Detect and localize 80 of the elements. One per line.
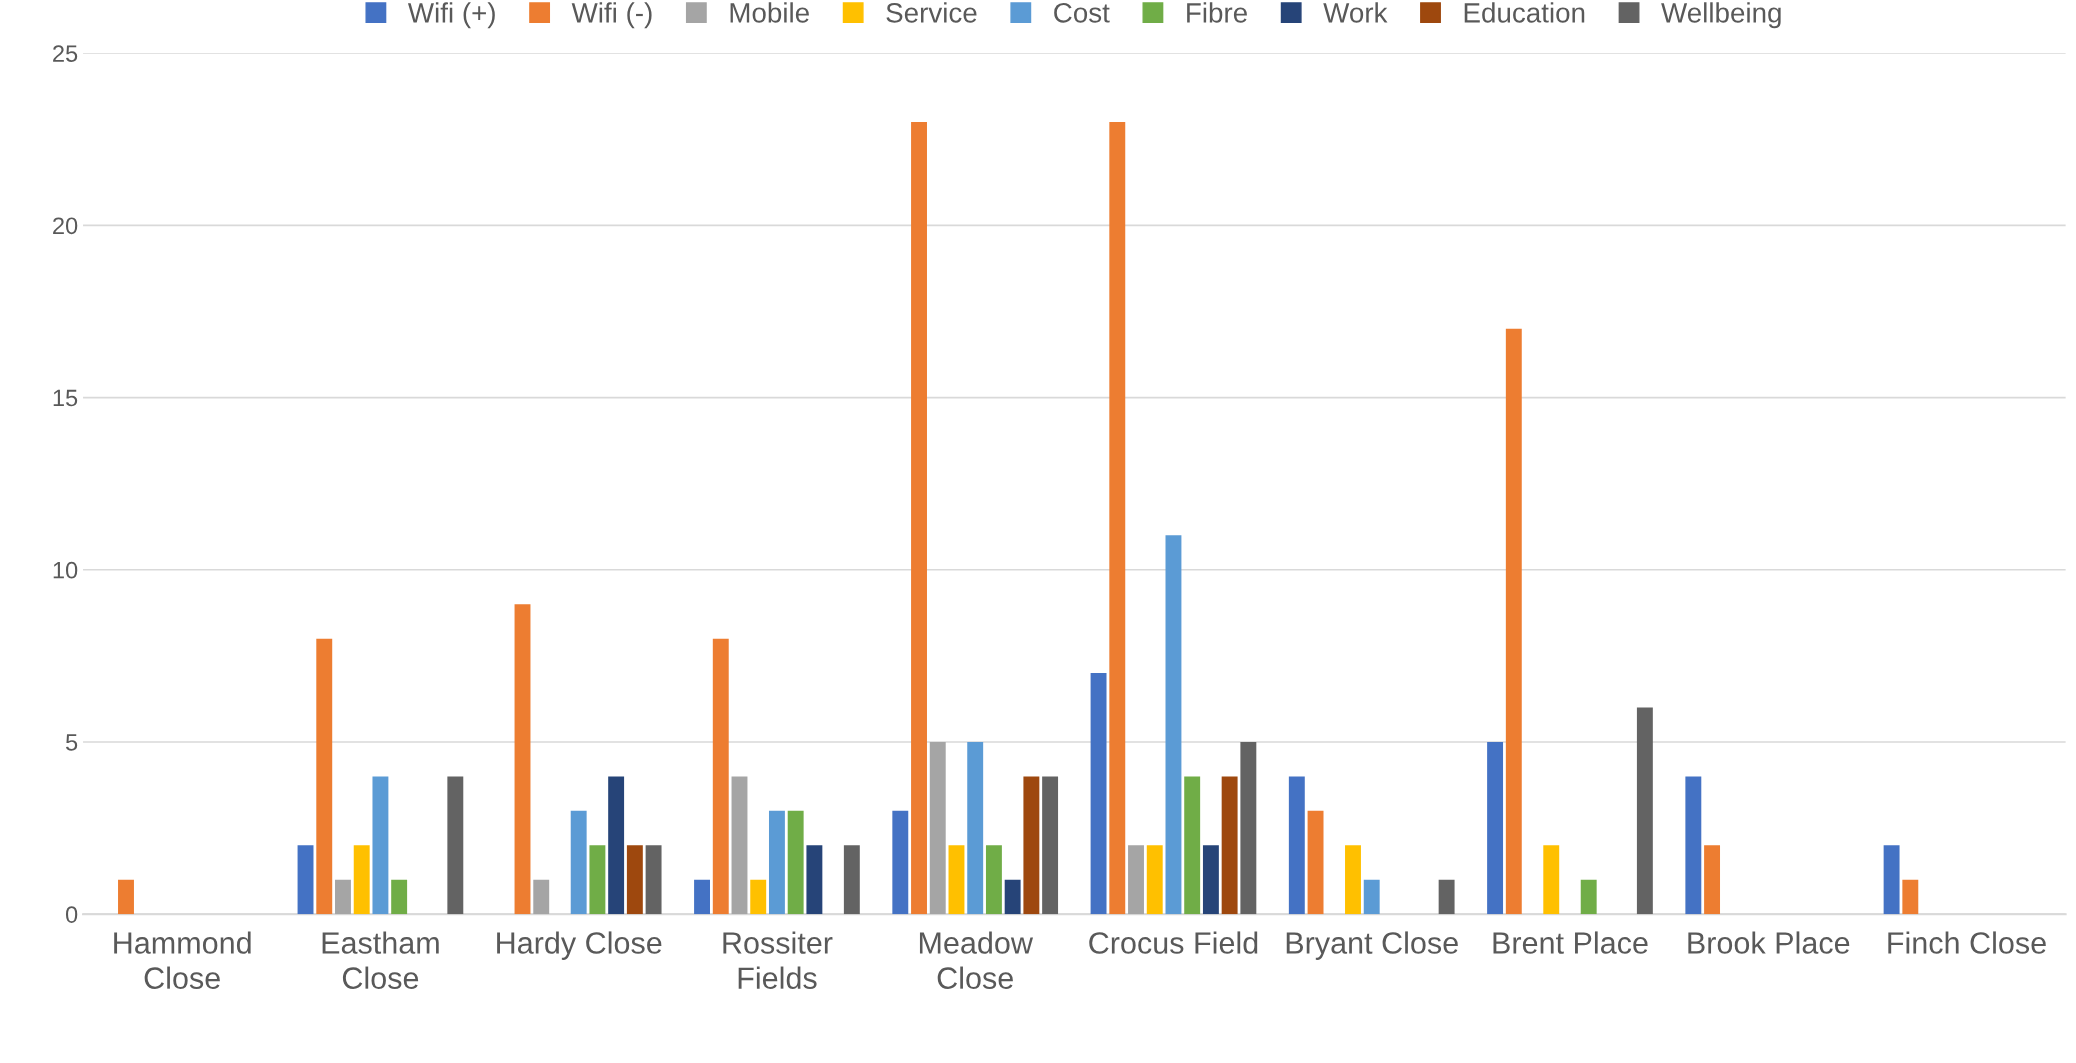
bar bbox=[1543, 845, 1560, 915]
bar bbox=[948, 845, 965, 915]
x-tick-label: Brent Place bbox=[1493, 931, 1648, 954]
legend-label: Mobile bbox=[730, 2, 809, 23]
bar bbox=[1023, 776, 1040, 915]
bar bbox=[335, 879, 351, 915]
bar bbox=[297, 845, 314, 915]
bar bbox=[645, 845, 662, 915]
bar bbox=[1307, 810, 1324, 915]
bar bbox=[118, 879, 134, 915]
bar bbox=[787, 810, 804, 915]
x-tick-label: Rossiter Fields bbox=[723, 931, 833, 989]
bar bbox=[1042, 776, 1059, 915]
bar bbox=[967, 741, 984, 915]
bar bbox=[1202, 845, 1219, 915]
bar bbox=[911, 122, 927, 915]
bar bbox=[589, 845, 606, 915]
bar bbox=[1128, 845, 1144, 915]
bar bbox=[985, 845, 1002, 915]
legend-label: Cost bbox=[1054, 2, 1110, 23]
bar bbox=[768, 810, 785, 915]
bar bbox=[391, 879, 408, 915]
bar bbox=[608, 776, 625, 915]
bar bbox=[806, 845, 823, 915]
bar bbox=[731, 776, 748, 915]
bar bbox=[1505, 328, 1522, 915]
legend-label: Wellbeing bbox=[1661, 2, 1781, 29]
legend-label: Service bbox=[886, 2, 977, 23]
bar bbox=[1902, 879, 1919, 915]
bar bbox=[1146, 845, 1163, 915]
x-tick-label: Finch Close bbox=[1888, 931, 2046, 954]
y-tick-label: 5 bbox=[65, 734, 78, 751]
y-tick-label: 10 bbox=[53, 561, 78, 579]
bar bbox=[1636, 707, 1653, 915]
bar bbox=[892, 810, 909, 915]
bar bbox=[1438, 879, 1455, 915]
bar bbox=[1109, 122, 1126, 915]
bar bbox=[1165, 535, 1182, 915]
bar bbox=[694, 879, 710, 915]
x-tick-label: Hammond Close bbox=[114, 931, 251, 989]
bar bbox=[316, 638, 333, 915]
legend-label: Education bbox=[1464, 2, 1585, 23]
bar bbox=[1090, 673, 1107, 915]
y-tick-label: 15 bbox=[53, 389, 78, 407]
x-tick-label: Bryant Close bbox=[1286, 931, 1458, 960]
bar bbox=[1580, 879, 1597, 915]
bar bbox=[447, 776, 464, 915]
bar bbox=[1685, 776, 1702, 915]
y-tick-label: 0 bbox=[65, 906, 78, 923]
legend-label: Wifi (+) bbox=[407, 2, 495, 29]
bar bbox=[1704, 845, 1721, 915]
bar bbox=[1184, 776, 1201, 915]
bar bbox=[1345, 845, 1361, 915]
bar bbox=[1221, 776, 1238, 915]
bar bbox=[1363, 879, 1380, 915]
bar bbox=[843, 845, 860, 915]
bar bbox=[1883, 845, 1900, 915]
bar bbox=[372, 776, 389, 915]
bar bbox=[533, 879, 550, 915]
bar bbox=[1004, 879, 1021, 915]
bar bbox=[1288, 776, 1305, 915]
bar bbox=[353, 845, 370, 915]
legend-label: Work bbox=[1323, 2, 1388, 23]
bar bbox=[570, 810, 587, 915]
bar bbox=[1240, 741, 1257, 915]
x-tick-label: Eastham Close bbox=[322, 931, 439, 989]
bar bbox=[1487, 741, 1504, 915]
bar bbox=[929, 741, 946, 915]
x-tick-label: Hardy Close bbox=[497, 931, 662, 960]
bar bbox=[514, 604, 531, 915]
legend-label: Wifi (-) bbox=[571, 2, 652, 29]
y-tick-label: 20 bbox=[53, 217, 78, 235]
bar bbox=[712, 638, 729, 915]
bar bbox=[750, 879, 767, 915]
x-tick-label: Crocus Field bbox=[1089, 931, 1258, 954]
x-tick-label: Meadow Close bbox=[919, 931, 1034, 989]
x-tick-label: Brook Place bbox=[1688, 931, 1850, 954]
y-tick-label: 25 bbox=[53, 45, 78, 62]
legend-label: Fibre bbox=[1187, 2, 1247, 23]
bar bbox=[626, 845, 643, 915]
